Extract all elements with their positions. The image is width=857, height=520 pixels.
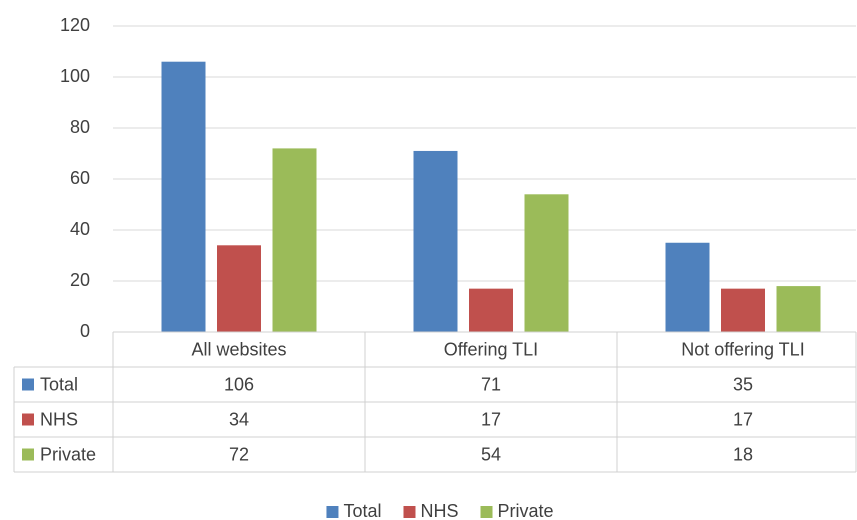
x-tick-label: Not offering TLI bbox=[681, 339, 804, 359]
bar bbox=[413, 150, 458, 332]
table-value: 54 bbox=[481, 444, 501, 464]
bar bbox=[217, 245, 261, 332]
table-value: 18 bbox=[733, 444, 753, 464]
bar bbox=[665, 242, 710, 332]
y-tick-label: 0 bbox=[80, 321, 90, 341]
y-tick-label: 60 bbox=[70, 168, 90, 188]
legend-label: Private bbox=[498, 501, 554, 520]
table-value: 35 bbox=[733, 374, 753, 394]
y-tick-label: 120 bbox=[60, 15, 90, 35]
x-tick-label: Offering TLI bbox=[444, 339, 538, 359]
bar bbox=[272, 148, 317, 332]
y-tick-label: 80 bbox=[70, 117, 90, 137]
table-legend-key bbox=[22, 448, 34, 461]
table-value: 34 bbox=[229, 409, 249, 429]
bar bbox=[469, 288, 513, 332]
table-row-label: NHS bbox=[40, 409, 78, 429]
x-tick-label: All websites bbox=[191, 339, 286, 359]
table-value: 17 bbox=[733, 409, 753, 429]
table-row-label: Total bbox=[40, 374, 78, 394]
bar bbox=[776, 286, 821, 332]
bar bbox=[721, 288, 765, 332]
legend-key bbox=[326, 506, 339, 518]
legend-key bbox=[403, 506, 416, 518]
bar bbox=[524, 194, 569, 332]
table-value: 17 bbox=[481, 409, 501, 429]
y-tick-label: 40 bbox=[70, 219, 90, 239]
legend-key bbox=[480, 506, 493, 518]
table-legend-key bbox=[22, 413, 34, 426]
bar bbox=[161, 61, 206, 332]
table-legend-key bbox=[22, 378, 34, 391]
table-value: 106 bbox=[224, 374, 254, 394]
table-value: 72 bbox=[229, 444, 249, 464]
legend-label: Total bbox=[343, 501, 381, 520]
table-value: 71 bbox=[481, 374, 501, 394]
table-row-label: Private bbox=[40, 444, 96, 464]
y-tick-label: 20 bbox=[70, 270, 90, 290]
y-tick-label: 100 bbox=[60, 66, 90, 86]
legend-label: NHS bbox=[420, 501, 458, 520]
